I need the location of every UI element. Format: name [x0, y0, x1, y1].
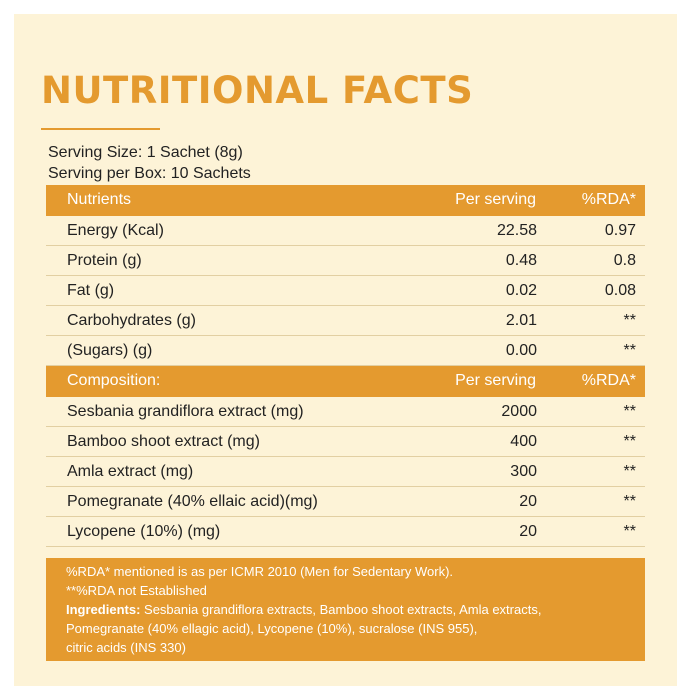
- ingredients-continued: Pomegranate (40% ellagic acid), Lycopene…: [66, 621, 478, 636]
- rda-value: **: [623, 523, 636, 540]
- nutrient-name: Energy (Kcal): [67, 222, 164, 239]
- rda-footnote: %RDA* mentioned is as per ICMR 2010 (Men…: [66, 564, 454, 579]
- per-serving-value: 2000: [501, 403, 537, 420]
- ingredients-text: Sesbania grandiflora extracts, Bamboo sh…: [144, 602, 542, 617]
- per-serving-value: 22.58: [496, 222, 537, 239]
- rda-not-established-note: **%RDA not Established: [66, 583, 207, 598]
- ingredients-line: Ingredients: Sesbania grandiflora extrac…: [66, 600, 637, 619]
- ingredients-label: Ingredients:: [66, 602, 141, 617]
- per-serving-value: 0.02: [505, 282, 537, 299]
- table-row: Sesbania grandiflora extract (mg) 2000 *…: [46, 397, 645, 427]
- rda-value: **: [623, 463, 636, 480]
- title-underline: [41, 128, 160, 130]
- nutrient-name: Protein (g): [67, 252, 142, 269]
- per-serving-value: 0.48: [505, 252, 537, 269]
- ingredient-name: Sesbania grandiflora extract (mg): [67, 403, 304, 420]
- table-row: Amla extract (mg) 300 **: [46, 457, 645, 487]
- rda-value: **: [623, 433, 636, 450]
- servings-per-box: Serving per Box: 10 Sachets: [48, 165, 251, 182]
- column-header-composition: Composition:: [67, 372, 161, 389]
- column-header-rda: %RDA*: [581, 191, 636, 208]
- ingredient-name: Lycopene (10%) (mg): [67, 523, 221, 540]
- page-title: NUTRITIONAL FACTS: [41, 69, 474, 112]
- ingredient-name: Amla extract (mg): [67, 463, 194, 480]
- rda-value: **: [623, 493, 636, 510]
- footnote-box: %RDA* mentioned is as per ICMR 2010 (Men…: [46, 558, 645, 661]
- column-header-per-serving: Per serving: [455, 372, 536, 389]
- rda-value: 0.08: [604, 282, 636, 299]
- ingredient-name: Bamboo shoot extract (mg): [67, 433, 260, 450]
- per-serving-value: 20: [519, 523, 537, 540]
- nutrients-header-row: Nutrients Per serving %RDA*: [46, 185, 645, 216]
- table-row: Lycopene (10%) (mg) 20 **: [46, 517, 645, 547]
- nutrient-name: Fat (g): [67, 282, 115, 299]
- nutrient-name: Carbohydrates (g): [67, 312, 196, 329]
- composition-header-row: Composition: Per serving %RDA*: [46, 366, 645, 397]
- nutrition-table: Nutrients Per serving %RDA* Energy (Kcal…: [46, 185, 645, 547]
- rda-value: **: [623, 403, 636, 420]
- rda-value: 0.8: [613, 252, 636, 269]
- per-serving-value: 2.01: [505, 312, 537, 329]
- column-header-rda: %RDA*: [581, 372, 636, 389]
- rda-value: 0.97: [604, 222, 636, 239]
- column-header-per-serving: Per serving: [455, 191, 536, 208]
- rda-value: **: [623, 342, 636, 359]
- nutrient-name: (Sugars) (g): [67, 342, 153, 359]
- per-serving-value: 400: [510, 433, 537, 450]
- ingredient-name: Pomegranate (40% ellaic acid)(mg): [67, 493, 318, 510]
- table-row: Fat (g) 0.02 0.08: [46, 276, 645, 306]
- rda-value: **: [623, 312, 636, 329]
- table-row: Energy (Kcal) 22.58 0.97: [46, 216, 645, 246]
- table-row: (Sugars) (g) 0.00 **: [46, 336, 645, 366]
- serving-size: Serving Size: 1 Sachet (8g): [48, 144, 243, 161]
- per-serving-value: 20: [519, 493, 537, 510]
- ingredients-continued: citric acids (INS 330): [66, 640, 186, 655]
- column-header-nutrients: Nutrients: [67, 191, 132, 208]
- table-row: Protein (g) 0.48 0.8: [46, 246, 645, 276]
- table-row: Carbohydrates (g) 2.01 **: [46, 306, 645, 336]
- table-row: Pomegranate (40% ellaic acid)(mg) 20 **: [46, 487, 645, 517]
- per-serving-value: 0.00: [505, 342, 537, 359]
- table-row: Bamboo shoot extract (mg) 400 **: [46, 427, 645, 457]
- per-serving-value: 300: [510, 463, 537, 480]
